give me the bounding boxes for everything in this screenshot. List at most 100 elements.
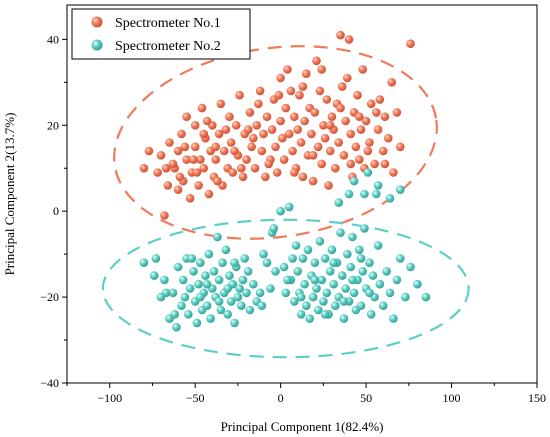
point-spectrometer-2 <box>266 284 275 293</box>
point-spectrometer-1 <box>257 146 267 156</box>
point-spectrometer-1 <box>325 146 335 156</box>
x-axis: −100 −50 0 50 100 150 <box>66 383 546 405</box>
point-spectrometer-1 <box>327 112 337 121</box>
point-spectrometer-2 <box>213 232 222 242</box>
point-spectrometer-2 <box>406 262 415 272</box>
point-spectrometer-2 <box>172 322 181 332</box>
point-spectrometer-2 <box>185 284 195 293</box>
point-spectrometer-1 <box>279 155 289 164</box>
point-spectrometer-2 <box>365 258 374 268</box>
point-spectrometer-2 <box>302 301 311 311</box>
point-spectrometer-1 <box>308 151 318 160</box>
y-tick-label: 0 <box>53 204 59 218</box>
point-spectrometer-2 <box>317 275 327 285</box>
point-spectrometer-1 <box>168 159 178 169</box>
point-spectrometer-2 <box>214 275 224 285</box>
legend-label-spectrometer-2: Spectrometer No.2 <box>115 39 221 54</box>
point-spectrometer-2 <box>305 314 315 323</box>
point-spectrometer-1 <box>177 129 186 139</box>
point-spectrometer-1 <box>144 146 154 156</box>
point-spectrometer-2 <box>360 189 369 199</box>
point-spectrometer-1 <box>261 172 270 182</box>
legend-label-spectrometer-1: Spectrometer No.1 <box>115 16 221 31</box>
plot-frame <box>66 4 538 384</box>
point-spectrometer-1 <box>346 129 356 139</box>
point-spectrometer-2 <box>204 249 214 259</box>
point-spectrometer-2 <box>339 314 349 323</box>
point-spectrometer-1 <box>396 142 405 152</box>
point-spectrometer-2 <box>237 301 246 311</box>
point-spectrometer-2 <box>315 237 325 246</box>
point-spectrometer-2 <box>276 206 285 216</box>
confidence-ellipse-1 <box>113 45 438 240</box>
point-spectrometer-1 <box>243 125 253 134</box>
y-axis-title: Principal Component 2(13.7%) <box>2 113 17 276</box>
point-spectrometer-1 <box>175 172 185 182</box>
point-spectrometer-1 <box>344 35 354 44</box>
point-spectrometer-1 <box>173 185 183 194</box>
point-spectrometer-1 <box>320 133 330 143</box>
point-spectrometer-2 <box>243 267 253 276</box>
x-tick-label: 100 <box>443 391 461 405</box>
point-spectrometer-2 <box>249 279 258 289</box>
point-spectrometer-2 <box>344 189 354 199</box>
point-spectrometer-1 <box>262 112 272 121</box>
point-spectrometer-1 <box>165 138 174 147</box>
confidence-ellipse-2 <box>101 218 470 359</box>
point-spectrometer-1 <box>237 163 246 173</box>
point-spectrometer-2 <box>242 288 251 298</box>
point-spectrometer-2 <box>322 288 332 298</box>
point-spectrometer-2 <box>336 228 345 237</box>
point-spectrometer-2 <box>223 310 232 319</box>
point-spectrometer-2 <box>240 254 249 263</box>
x-tick-label: 150 <box>528 391 546 405</box>
point-spectrometer-2 <box>259 249 268 259</box>
point-spectrometer-2 <box>149 271 159 280</box>
point-spectrometer-1 <box>182 155 191 164</box>
point-spectrometer-2 <box>288 254 297 263</box>
point-spectrometer-2 <box>373 181 383 190</box>
point-spectrometer-2 <box>290 297 299 306</box>
point-spectrometer-2 <box>221 245 231 255</box>
point-spectrometer-1 <box>247 142 256 152</box>
point-spectrometer-1 <box>197 103 207 113</box>
point-spectrometer-2 <box>401 292 410 302</box>
point-spectrometer-2 <box>310 258 320 268</box>
point-spectrometer-2 <box>413 279 422 289</box>
x-tick-label: 0 <box>278 391 284 405</box>
point-spectrometer-1 <box>254 99 263 109</box>
point-spectrometer-1 <box>238 172 248 182</box>
point-spectrometer-1 <box>355 112 364 121</box>
point-spectrometer-1 <box>173 146 183 156</box>
point-spectrometer-1 <box>225 112 234 121</box>
point-spectrometer-1 <box>163 181 173 190</box>
point-spectrometer-1 <box>387 78 397 87</box>
point-spectrometer-1 <box>315 86 325 96</box>
point-spectrometer-1 <box>366 99 376 109</box>
point-spectrometer-2 <box>202 279 212 289</box>
point-spectrometer-2 <box>372 189 381 199</box>
point-spectrometer-2 <box>180 292 190 302</box>
point-spectrometer-2 <box>334 198 344 207</box>
point-spectrometer-2 <box>214 297 224 306</box>
point-spectrometer-1 <box>231 121 241 130</box>
point-spectrometer-1 <box>221 125 231 134</box>
data-points <box>139 30 431 332</box>
point-spectrometer-1 <box>296 138 306 147</box>
point-spectrometer-2 <box>151 254 161 263</box>
point-spectrometer-1 <box>214 129 224 139</box>
point-spectrometer-2 <box>358 267 368 276</box>
point-spectrometer-2 <box>139 258 149 268</box>
point-spectrometer-1 <box>264 159 274 169</box>
point-spectrometer-2 <box>325 267 335 276</box>
y-tick-label: −20 <box>40 290 59 304</box>
point-spectrometer-1 <box>199 129 208 139</box>
point-spectrometer-2 <box>320 310 330 319</box>
point-spectrometer-1 <box>216 99 226 109</box>
point-spectrometer-2 <box>206 314 215 323</box>
point-spectrometer-1 <box>324 181 333 190</box>
point-spectrometer-1 <box>341 116 350 126</box>
point-spectrometer-2 <box>341 284 350 293</box>
point-spectrometer-1 <box>267 125 277 134</box>
point-spectrometer-2 <box>281 288 291 298</box>
